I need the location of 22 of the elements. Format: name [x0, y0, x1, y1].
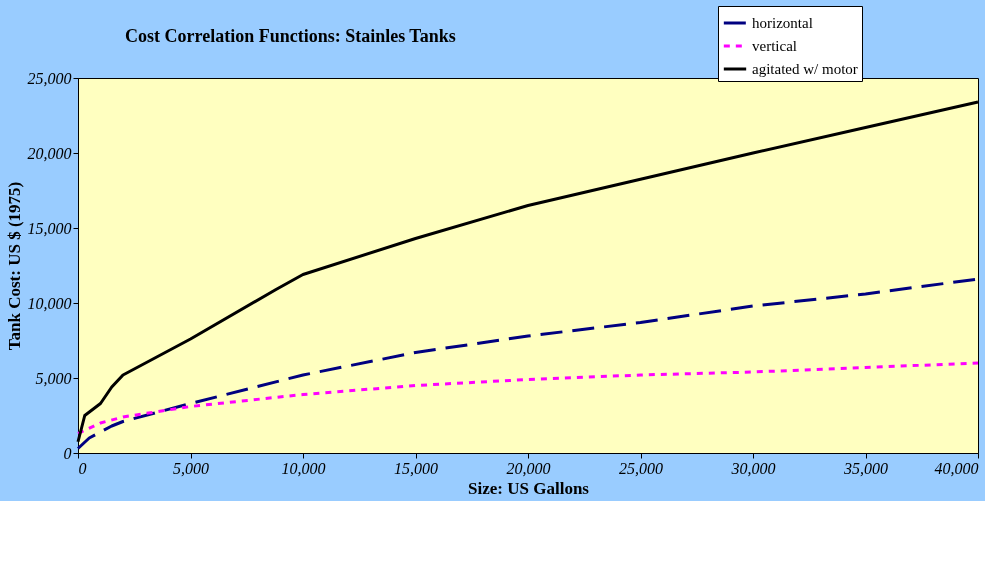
x-tick-label: 20,000: [506, 459, 551, 477]
x-tick-label: 10,000: [281, 459, 326, 477]
chart-title: Cost Correlation Functions: Stainles Tanks: [125, 25, 456, 46]
y-tick-label: 5,000: [35, 369, 72, 387]
line-series: [76, 361, 980, 435]
legend-label: horizontal: [752, 15, 813, 31]
x-tick-label: 30,000: [730, 459, 776, 477]
x-tick-label: 40,000: [934, 459, 979, 477]
x-tick-label: 25,000: [619, 459, 663, 477]
x-tick-label: 35,000: [843, 459, 888, 477]
x-axis-title: Size: US Gallons: [468, 478, 590, 498]
y-tick-label: 20,000: [27, 144, 72, 162]
legend-label: agitated w/ motor: [752, 61, 858, 77]
x-tick-label: 5,000: [173, 459, 209, 477]
x-tick-label: 15,000: [394, 459, 438, 477]
y-axis-title: Tank Cost: US $ (1975): [4, 181, 24, 351]
y-tick-label: 0: [63, 444, 72, 462]
y-tick-label: 15,000: [27, 219, 72, 237]
x-tick-label: 0: [78, 459, 87, 477]
y-tick-label: 10,000: [27, 294, 72, 312]
y-tick-label: 25,000: [27, 69, 72, 87]
legend-label: vertical: [752, 38, 797, 54]
